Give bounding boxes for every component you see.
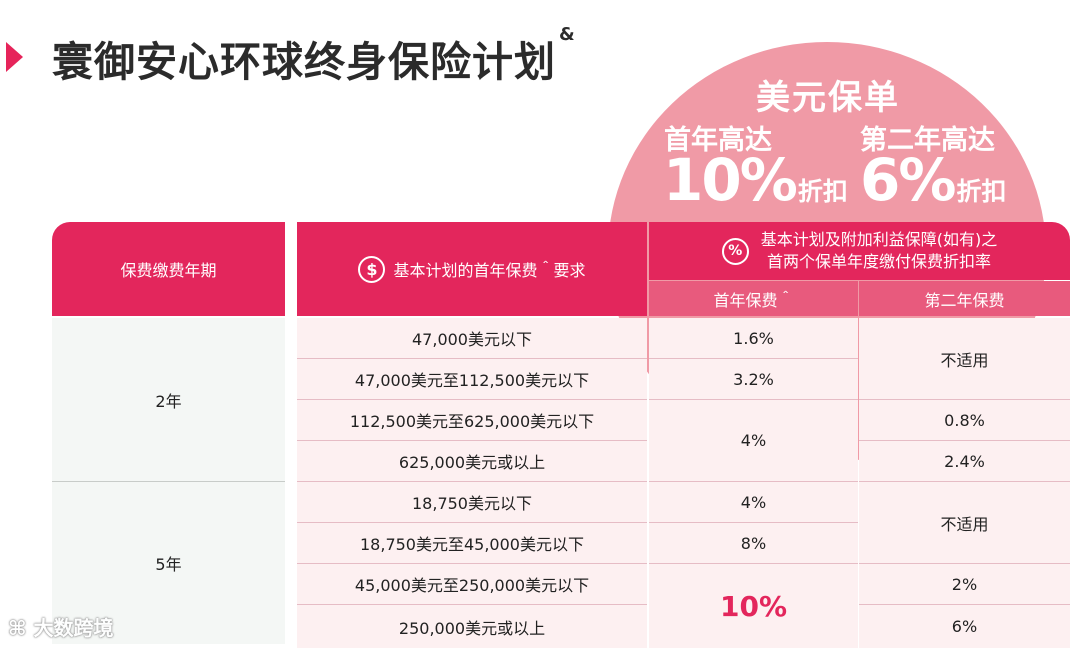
premium-cell: 47,000美元至112,500美元以下 — [297, 359, 647, 400]
first-year-rate: 4% — [649, 400, 858, 482]
header-period: 保费缴费年期 — [52, 222, 285, 316]
watermark-logo: ⌘ 大数跨境 — [8, 616, 114, 640]
premium-cell: 112,500美元至625,000美元以下 — [297, 400, 647, 441]
second-year-rate: 0.8% — [859, 400, 1070, 441]
header-first-year: 首年保费＾ — [649, 281, 858, 316]
first-year-rate: 3.2% — [649, 359, 858, 400]
premium-cell: 250,000美元或以上 — [297, 605, 647, 648]
header-discount-rate: % 基本计划及附加利益保障(如有)之 首两个保单年度缴付保费折扣率 — [649, 222, 1070, 280]
first-year-rate: 4% — [649, 482, 858, 523]
first-year-rate: 8% — [649, 523, 858, 564]
header-premium: $ 基本计划的首年保费＾要求 — [297, 222, 647, 316]
premium-cell: 18,750美元至45,000美元以下 — [297, 523, 647, 564]
promo-first-label: 首年高达 — [664, 125, 772, 156]
dollar-icon: $ — [358, 255, 386, 283]
second-year-rate: 2% — [859, 564, 1070, 605]
second-year-rate: 不适用 — [859, 318, 1070, 400]
promo-first-discount: 10%折扣 — [663, 146, 848, 214]
first-year-rate: 1.6% — [649, 318, 858, 359]
promo-second-label: 第二年高达 — [860, 125, 995, 156]
period-5yr: 5年 — [52, 482, 285, 644]
percent-icon: % — [721, 237, 749, 265]
first-year-rate-highlight: 10% — [649, 564, 858, 648]
premium-cell: 625,000美元或以上 — [297, 441, 647, 482]
premium-cell: 47,000美元以下 — [297, 318, 647, 359]
header-second-year: 第二年保费 — [859, 281, 1070, 316]
promo-heading: 美元保单 — [756, 78, 900, 118]
premium-cell: 45,000美元至250,000美元以下 — [297, 564, 647, 605]
second-year-rate: 2.4% — [859, 441, 1070, 482]
page-title: 寰御安心环球终身保险计划& — [52, 24, 576, 86]
second-year-rate: 6% — [859, 605, 1070, 648]
promo-second-discount: 6%折扣 — [860, 146, 1007, 214]
title-arrow-icon — [6, 42, 23, 72]
premium-cell: 18,750美元以下 — [297, 482, 647, 523]
period-2yr: 2年 — [52, 318, 285, 482]
second-year-rate: 不适用 — [859, 482, 1070, 564]
